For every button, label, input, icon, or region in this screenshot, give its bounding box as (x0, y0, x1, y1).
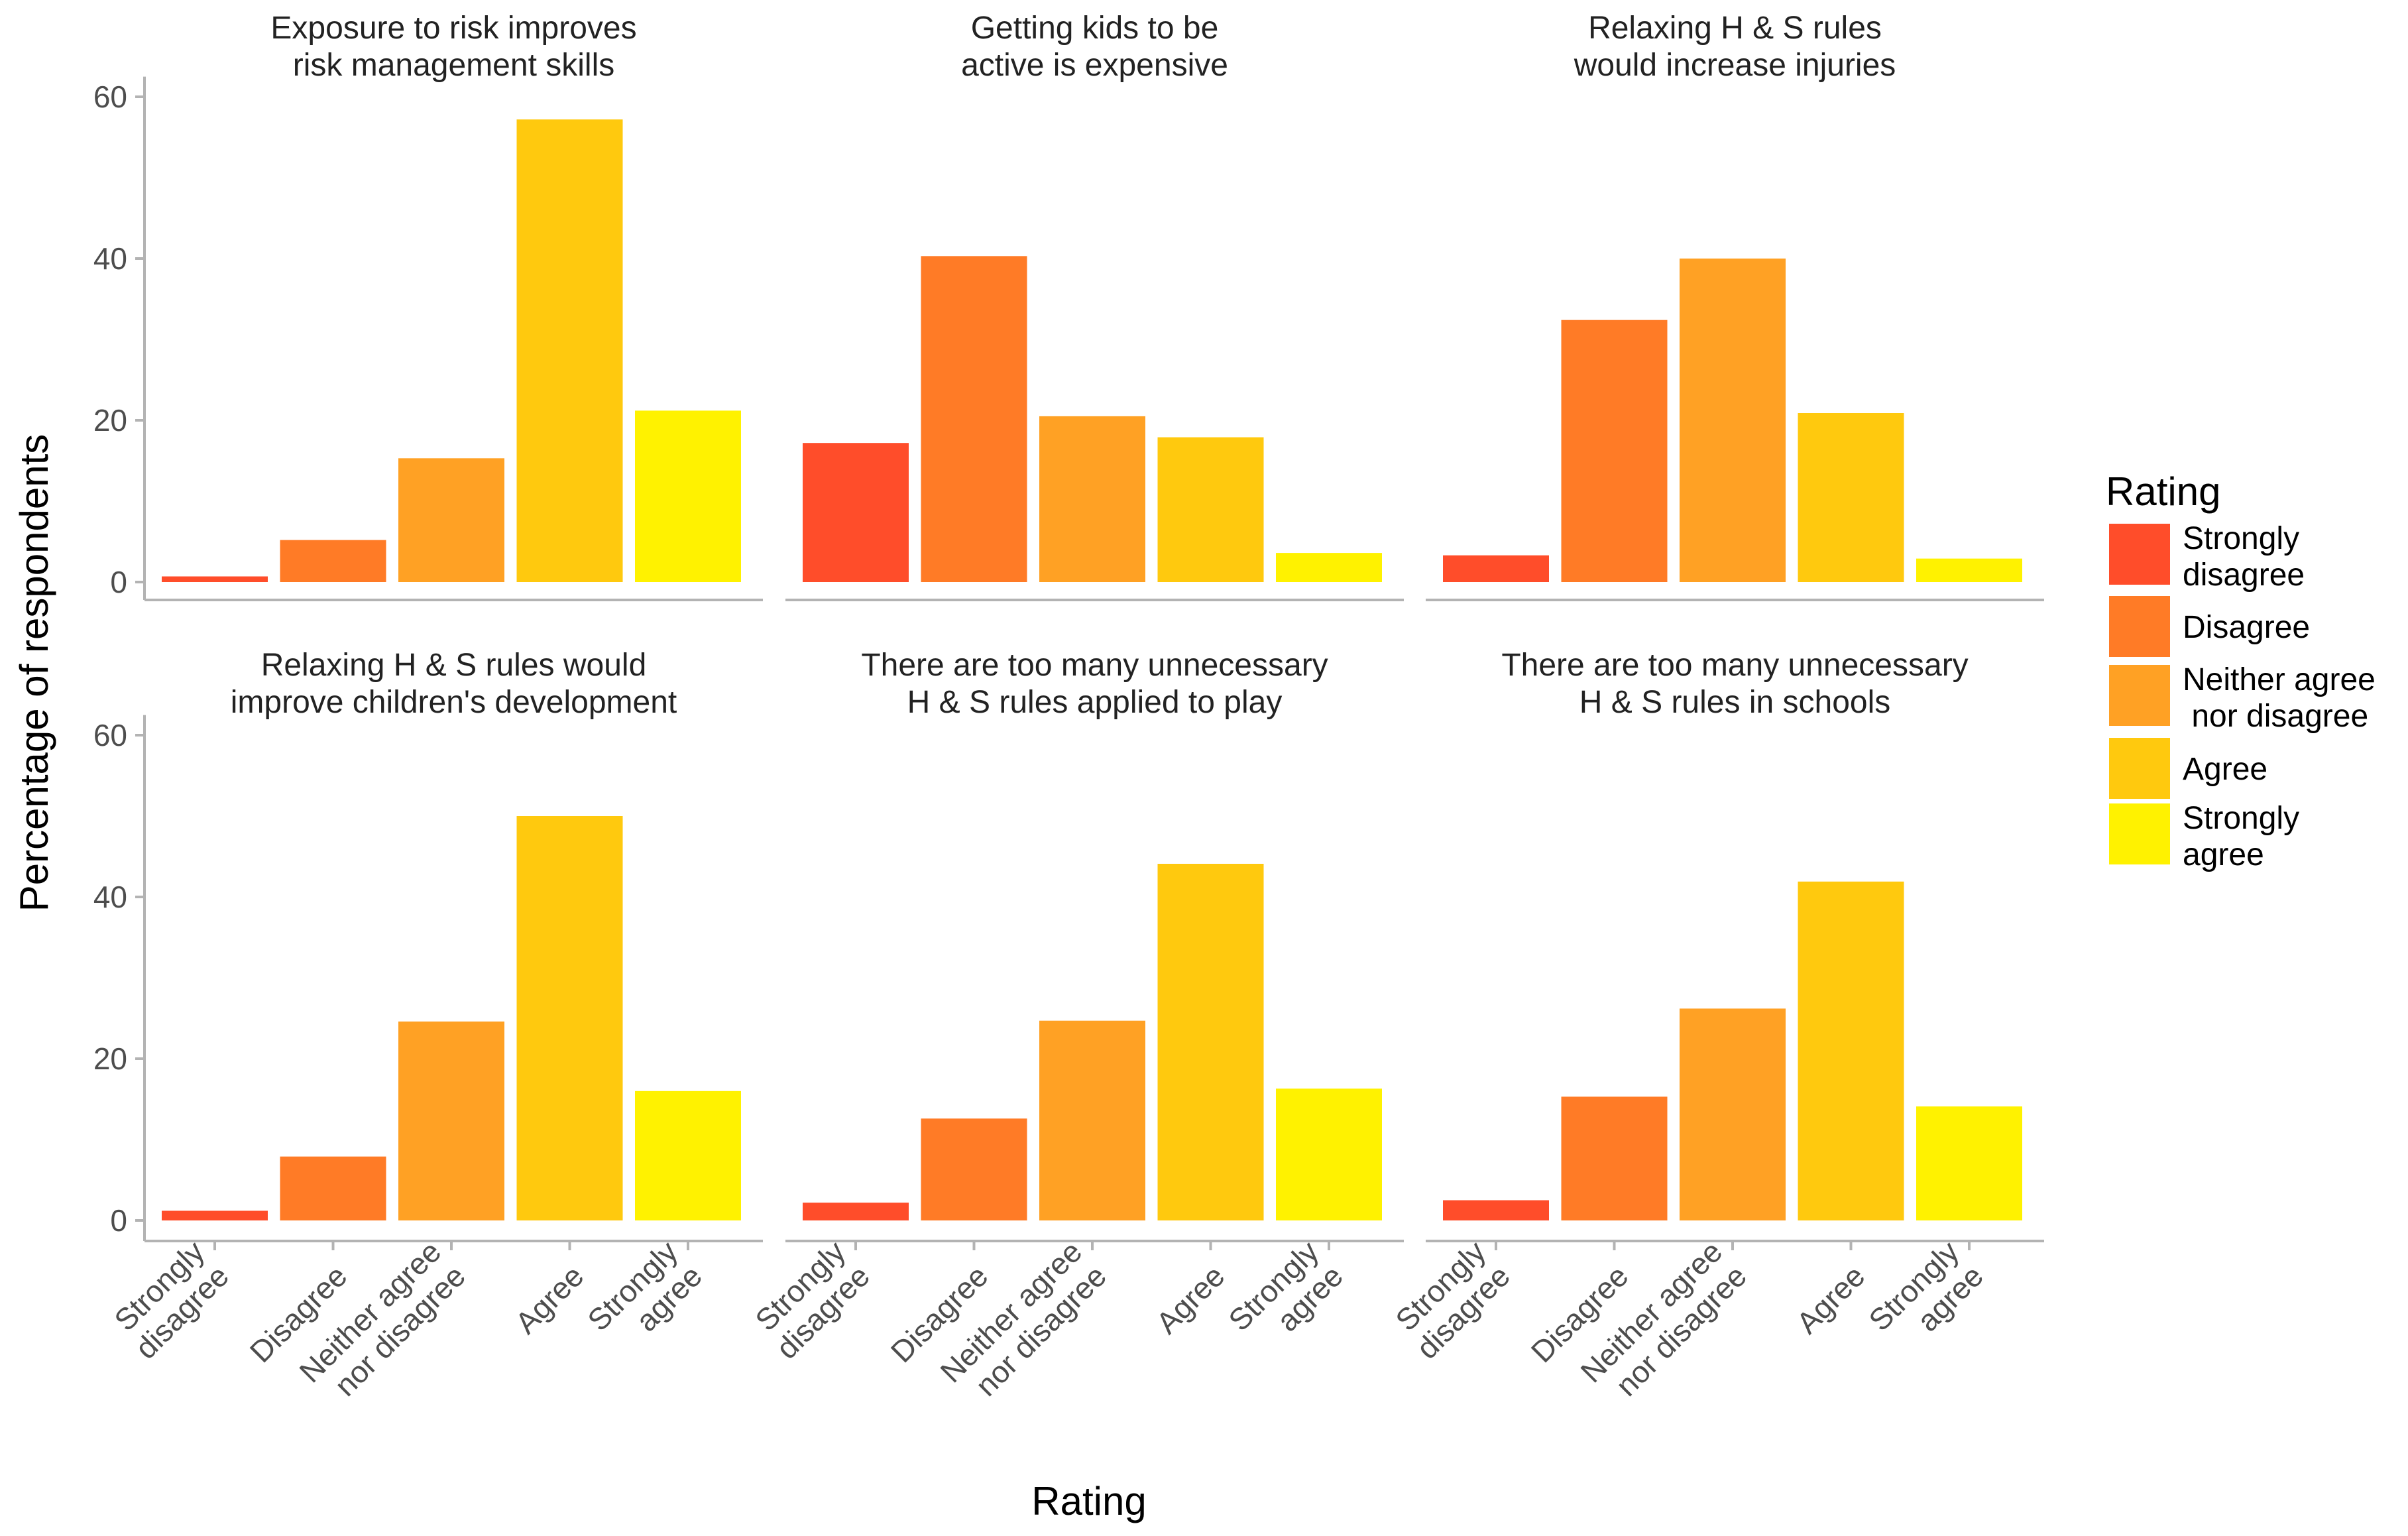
legend-label: Neither agree nor disagree (2183, 662, 2376, 734)
x-tick-label: Neither agreenor disagree (933, 1234, 1113, 1414)
x-tick-label: Neither agreenor disagree (1574, 1234, 1753, 1414)
y-tick-label: 60 (93, 718, 127, 752)
y-tick-label: 40 (93, 880, 127, 914)
x-tick-label: Agree (508, 1258, 591, 1340)
bar (1443, 555, 1549, 582)
y-tick-label: 40 (93, 241, 127, 276)
x-tick-label: Stronglyagree (1862, 1234, 1990, 1362)
y-tick-label: 0 (110, 565, 127, 599)
bar (398, 458, 504, 582)
x-tick-label: Agree (1790, 1258, 1872, 1340)
panel-title: Relaxing H & S rules would improve childr… (231, 648, 677, 720)
bar (921, 256, 1027, 582)
bar (1276, 1089, 1382, 1220)
bar (1561, 1096, 1668, 1220)
bar (1039, 1020, 1145, 1220)
bar (1157, 437, 1264, 582)
panel-title: Relaxing H & S rules would increase injur… (1574, 11, 1896, 83)
panel-title: There are too many unnecessary H & S rule… (1501, 648, 1968, 720)
legend-key (2109, 803, 2170, 864)
bar (280, 540, 386, 582)
panel-2: Getting kids to be active is expensive (785, 11, 1404, 601)
legend-label: Agree (2183, 752, 2267, 787)
x-axis-title: Rating (1031, 1479, 1146, 1523)
legend: Rating Strongly disagree Disagree Neither a… (2106, 469, 2376, 872)
legend-label: Strongly agree (2183, 801, 2299, 872)
x-tick-label: Stronglydisagree (104, 1234, 235, 1366)
bar (1680, 259, 1786, 582)
y-tick-label: 20 (93, 403, 127, 438)
bar (921, 1118, 1027, 1220)
legend-title: Rating (2106, 469, 2220, 514)
x-tick-label: Stronglydisagree (745, 1234, 876, 1366)
panel-6: There are too many unnecessary H & S rule… (1385, 648, 2044, 1414)
bar (1916, 558, 2022, 582)
bar (516, 816, 623, 1220)
y-axis-title: Percentage of respondents (12, 434, 56, 912)
x-tick-label: Stronglyagree (1222, 1234, 1349, 1362)
bar (1157, 864, 1264, 1220)
panel-3: Relaxing H & S rules would increase injur… (1426, 11, 2044, 601)
bar (398, 1021, 504, 1220)
bar (1798, 413, 1904, 582)
bar (280, 1156, 386, 1220)
bar (1680, 1008, 1786, 1220)
panel-title: Getting kids to be active is expensive (961, 11, 1228, 83)
bar (1798, 881, 1904, 1220)
bar (162, 1211, 268, 1220)
x-tick-label: Neither agreenor disagree (292, 1234, 472, 1414)
panel-1: Exposure to risk improves risk management… (93, 11, 763, 601)
legend-key (2109, 665, 2170, 726)
x-tick-label: Stronglyagree (581, 1234, 709, 1362)
bar (1039, 416, 1145, 582)
legend-label: Disagree (2183, 610, 2310, 645)
bar (635, 410, 741, 582)
legend-label: Strongly disagree (2183, 521, 2305, 593)
legend-key (2109, 738, 2170, 799)
x-tick-label: Stronglydisagree (1385, 1234, 1517, 1366)
panel-4: Relaxing H & S rules would improve childr… (93, 648, 763, 1414)
panel-title: Exposure to risk improves risk management… (270, 11, 636, 83)
bar (635, 1091, 741, 1220)
bar (1276, 553, 1382, 582)
y-tick-label: 0 (110, 1203, 127, 1238)
legend-key (2109, 596, 2170, 657)
bar (803, 443, 909, 582)
bar (1443, 1200, 1549, 1220)
legend-key (2109, 524, 2170, 585)
bar (1561, 320, 1668, 582)
bar (516, 119, 623, 582)
panel-5: There are too many unnecessary H & S rule… (745, 648, 1404, 1414)
x-tick-label: Agree (1149, 1258, 1232, 1340)
bar (1916, 1106, 2022, 1220)
chart-panels: Exposure to risk improves risk management… (93, 11, 2044, 1414)
panel-title: There are too many unnecessary H & S rule… (861, 648, 1328, 720)
y-tick-label: 20 (93, 1041, 127, 1076)
bar (162, 576, 268, 582)
bar (803, 1203, 909, 1220)
y-tick-label: 60 (93, 80, 127, 114)
